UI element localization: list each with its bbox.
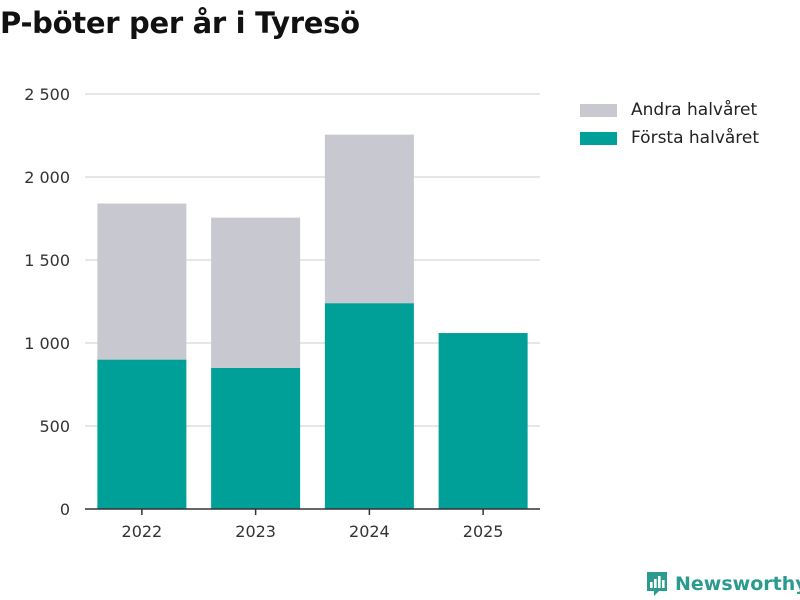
y-tick-label: 500	[39, 417, 70, 436]
x-tick-label: 2024	[349, 522, 390, 541]
x-tick-label: 2025	[463, 522, 504, 541]
bar-first-half[interactable]	[324, 303, 414, 509]
legend-swatch-second-half	[580, 103, 617, 117]
chart-title: P-böter per år i Tyresö	[0, 6, 360, 40]
bar-chart-speech-bubble-icon	[647, 572, 667, 596]
legend-item-second-half[interactable]: Andra halvåret	[580, 96, 759, 124]
x-tick-label: 2023	[235, 522, 276, 541]
legend-item-first-half[interactable]: Första halvåret	[580, 124, 759, 152]
newsworthy-logo[interactable]: Newsworthy	[645, 570, 800, 598]
bar-second-half[interactable]	[211, 217, 301, 368]
brand-name: Newsworthy	[675, 573, 800, 595]
legend-label-second-half: Andra halvåret	[631, 100, 758, 120]
x-tick-label: 2022	[122, 522, 163, 541]
legend-swatch-first-half	[580, 131, 617, 145]
legend: Andra halvåret Första halvåret	[580, 96, 759, 152]
bar-first-half[interactable]	[438, 333, 528, 509]
y-tick-label: 2 000	[24, 168, 70, 187]
legend-label-first-half: Första halvåret	[631, 128, 760, 148]
y-tick-label: 1 500	[24, 251, 70, 270]
bar-first-half[interactable]	[97, 359, 187, 509]
y-tick-label: 1 000	[24, 334, 70, 353]
bar-second-half[interactable]	[324, 134, 414, 304]
bar-second-half[interactable]	[97, 203, 187, 360]
bar-first-half[interactable]	[211, 367, 301, 509]
y-tick-label: 0	[60, 500, 70, 519]
y-tick-label: 2 500	[24, 85, 70, 104]
